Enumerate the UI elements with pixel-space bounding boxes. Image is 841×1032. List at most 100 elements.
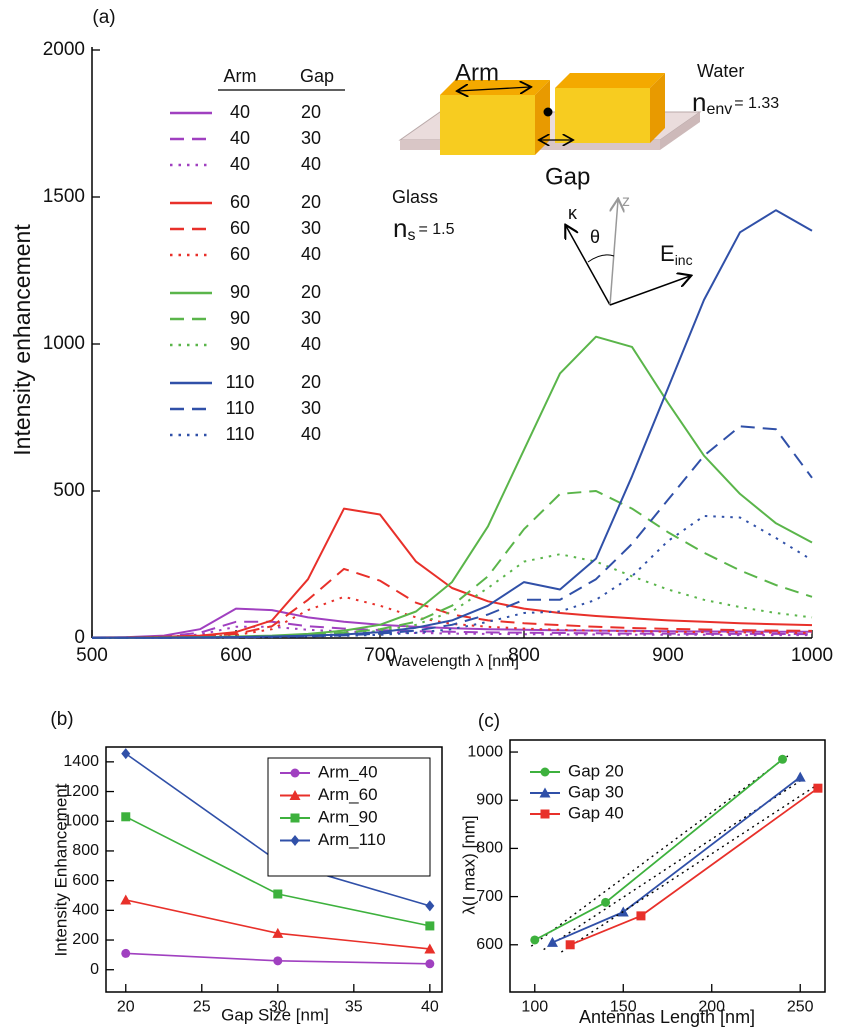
y-tick-label: 1500: [43, 186, 85, 207]
data-point: [121, 748, 131, 760]
legend-arm: 40: [230, 102, 250, 122]
y-tick-label: 1400: [63, 753, 99, 770]
data-point: [425, 959, 435, 969]
legend-label: Arm_110: [318, 830, 386, 849]
legend-arm: 110: [226, 398, 255, 418]
x-tick-label: 500: [76, 645, 108, 666]
x-axis-label: Gap Size [nm]: [221, 1005, 329, 1024]
x-tick-label: 30: [269, 998, 287, 1015]
annotation: Arm: [455, 59, 499, 86]
y-axis-label: Intensity Enhancement: [51, 783, 70, 956]
data-point: [121, 948, 131, 958]
y-axis-label: Intensity enhancement: [9, 224, 35, 456]
annotation-part: = 1.5: [418, 221, 454, 238]
hotspot-dot: [543, 107, 553, 117]
series-line: [552, 776, 801, 944]
legend-arm: 90: [230, 282, 250, 302]
legend-gap: 30: [301, 398, 321, 418]
annotation: κ: [568, 203, 578, 223]
annotation: nenv = 1.33: [692, 87, 779, 118]
x-tick-label: 100: [521, 998, 548, 1015]
legend-label: Arm_40: [318, 762, 378, 781]
legend-arm: 60: [230, 244, 250, 264]
data-point: [273, 956, 283, 966]
data-point: [565, 940, 575, 950]
data-point: [425, 900, 435, 912]
y-tick-label: 600: [476, 936, 503, 953]
y-tick-label: 600: [72, 872, 99, 889]
series-line: [125, 899, 430, 950]
x-tick-label: 40: [421, 998, 439, 1015]
data-point: [425, 921, 435, 931]
x-tick-label: 35: [345, 998, 363, 1015]
antenna-top: [555, 73, 665, 88]
x-tick-label: 250: [787, 998, 814, 1015]
legend-gap: 20: [301, 102, 321, 122]
legend-marker: [290, 768, 300, 778]
y-tick-label: 0: [90, 961, 99, 978]
legend-gap: 40: [301, 334, 321, 354]
y-tick-label: 2000: [43, 39, 85, 60]
arm-arrow: [458, 87, 530, 91]
legend-arm: 110: [226, 372, 255, 392]
glass-substrate-end: [660, 112, 700, 150]
series-line: [91, 607, 812, 639]
x-tick-label: 700: [364, 645, 396, 666]
data-point: [424, 943, 436, 954]
annotation: ns = 1.5: [393, 213, 455, 244]
data-point: [120, 894, 132, 905]
series-line: [91, 625, 812, 639]
y-tick-label: 800: [72, 842, 99, 859]
annotation-part: env: [706, 101, 732, 118]
annotation: θ: [590, 227, 600, 247]
legend-arm: 90: [230, 308, 250, 328]
data-point: [272, 927, 284, 938]
y-tick-label: 200: [72, 931, 99, 948]
legend-gap: 20: [301, 372, 321, 392]
annotation-part: n: [692, 87, 706, 117]
legend-gap: 30: [301, 218, 321, 238]
x-tick-label: 800: [508, 645, 540, 666]
legend-arm: 90: [230, 334, 250, 354]
y-tick-label: 800: [476, 840, 503, 857]
e-field: [609, 276, 690, 306]
y-tick-label: 1000: [467, 743, 503, 760]
legend-gap: 30: [301, 308, 321, 328]
series-line: [91, 620, 813, 639]
annotation: z: [622, 193, 630, 210]
x-tick-label: 25: [193, 998, 211, 1015]
legend-marker: [540, 809, 550, 819]
annotation-part: = 1.33: [734, 95, 779, 112]
data-point: [794, 771, 806, 782]
antenna-front: [555, 88, 650, 143]
annotation-part: n: [393, 213, 407, 243]
legend-arm: 40: [230, 128, 250, 148]
x-tick-label: 150: [610, 998, 637, 1015]
y-tick-label: 1200: [63, 783, 99, 800]
legend-arm: 60: [230, 218, 250, 238]
y-tick-label: 1000: [43, 333, 85, 354]
annotation: Glass: [392, 187, 438, 207]
x-axis-label: Wavelength λ [nm]: [387, 653, 519, 670]
annotation: Water: [697, 61, 744, 81]
y-tick-label: 1000: [63, 812, 99, 829]
annotation: Gap: [545, 163, 590, 190]
panel-label: (c): [478, 711, 500, 732]
legend-arm: 110: [226, 424, 255, 444]
plot-frame: [509, 739, 826, 993]
x-tick-label: 200: [698, 998, 725, 1015]
legend-marker: [289, 790, 301, 800]
y-tick-label: 900: [476, 791, 503, 808]
legend-label: Gap 40: [568, 803, 624, 822]
y-tick-label: 0: [74, 627, 85, 648]
legend-label: Gap 30: [568, 782, 624, 801]
fit-line: [560, 786, 815, 953]
legend-gap: 30: [301, 128, 321, 148]
data-point: [778, 754, 788, 764]
x-tick-label: 1000: [791, 645, 833, 666]
z-axis: [609, 200, 618, 306]
x-tick-label: 900: [652, 645, 684, 666]
panel-label: (b): [50, 709, 73, 730]
series-line: [91, 515, 813, 639]
